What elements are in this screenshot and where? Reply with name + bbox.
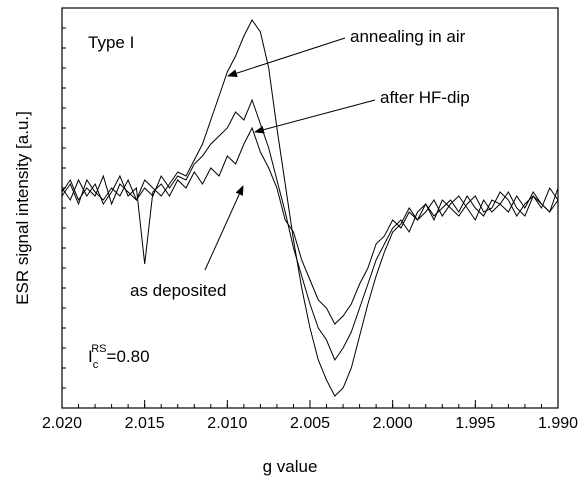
- line: [61, 98, 559, 362]
- x-axis-label: g value: [263, 457, 318, 476]
- arrow: [254, 99, 376, 134]
- line: [61, 126, 559, 325]
- annotation-part: I: [88, 347, 93, 366]
- annotation: Ic RS=0.80: [88, 343, 150, 371]
- annotation-part: RS: [91, 343, 106, 355]
- x-tick-label: 2.005: [290, 415, 330, 432]
- x-tick-label: 2.010: [207, 415, 247, 432]
- y-axis-label: ESR signal intensity [a.u.]: [13, 111, 32, 305]
- x-tick-label: 2.015: [125, 415, 165, 432]
- legend-label: after HF-dip: [380, 88, 470, 107]
- plot-area: 2.020 2.015 2.010 2.005 2.000 1.995 1.990: [42, 19, 578, 432]
- x-tick-label: 2.000: [373, 415, 413, 432]
- x-tick-label: 1.990: [538, 415, 578, 432]
- line: [61, 19, 559, 397]
- annotation: Type I: [88, 33, 134, 52]
- x-tick-label: 2.020: [42, 415, 82, 432]
- annotation-part: c: [93, 359, 99, 371]
- arrow: [204, 185, 244, 271]
- legend-label: as deposited: [130, 281, 226, 300]
- annotation-part: =0.80: [107, 347, 150, 366]
- legend-label: annealing in air: [350, 27, 466, 46]
- x-tick-label: 1.995: [455, 415, 495, 432]
- arrow: [227, 37, 346, 78]
